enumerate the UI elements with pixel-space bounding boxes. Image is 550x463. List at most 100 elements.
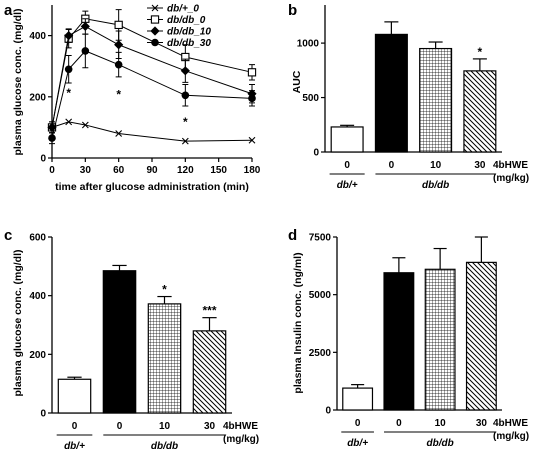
panel-a-series-1 — [47, 9, 257, 134]
panel-c-y-axis-label: plasma glucose conc. (mg/dl) — [12, 249, 24, 396]
panel-a-significance-star: * — [183, 115, 188, 129]
panel-d-x-tick-label: 30 — [476, 418, 488, 429]
panel-b-x-tick-label: 30 — [474, 160, 486, 171]
panel-a-x-tick-label: 90 — [146, 165, 158, 176]
panel-b-significance-star: * — [478, 45, 483, 59]
panel-a-y-tick-label: 0 — [40, 154, 46, 165]
panel-d-bar — [465, 261, 497, 411]
panel-d-bar — [424, 268, 456, 411]
panel-a-y-tick-label: 400 — [29, 31, 46, 42]
panel-c-bar — [102, 270, 137, 414]
panel-c-y-tick-label: 0 — [40, 409, 46, 420]
panel-c-x-tick-label: 0 — [117, 421, 123, 432]
panel-a-data-point — [115, 130, 123, 137]
panel-d-group-label-control: db/+ — [347, 438, 368, 449]
panel-a-data-point — [114, 40, 124, 50]
panel-d-bar-chart: d 0 2500 5000 7500 0 0 10 30 4bHWE (mg/kg) db/+ db/… — [288, 227, 529, 449]
panel-b-x-tick-label: 10 — [430, 160, 442, 171]
panel-c-group-label-treated: db/db — [151, 441, 178, 452]
panel-a-data-point — [81, 121, 89, 129]
panel-c-significance-star: * — [162, 283, 167, 297]
panel-b-group-label-control: db/+ — [337, 180, 358, 191]
panel-c-bar — [147, 303, 182, 414]
panel-a-series-2 — [47, 18, 257, 134]
panel-a-legend-marker — [150, 26, 160, 36]
panel-c-dose-unit: (mg/kg) — [223, 434, 259, 445]
panel-d-y-tick-label: 7500 — [309, 233, 332, 244]
panel-b-dose-label: 4bHWE — [493, 160, 528, 171]
panel-c-x-tick-label: 0 — [72, 421, 78, 432]
panel-a-data-point — [114, 20, 123, 30]
panel-b-bar — [419, 47, 453, 153]
panel-c-significance-star: *** — [202, 304, 216, 318]
panel-d-group-label-treated: db/db — [427, 438, 454, 449]
panel-b-letter: b — [288, 2, 297, 19]
panel-a-data-point — [64, 65, 73, 74]
panel-a-data-point — [248, 94, 256, 103]
panel-a-data-point — [80, 21, 90, 32]
panel-a-legend-label: db/+_0 — [167, 4, 199, 15]
panel-a-data-point — [114, 60, 123, 69]
panel-a-series-line — [51, 121, 253, 142]
panel-c-axes: 0 200 400 600 0 0 10 30 4bHWE (mg/kg) db/+ db/db — [29, 233, 259, 453]
panel-b-dose-unit: (mg/kg) — [493, 173, 529, 184]
panel-a-x-tick-label: 30 — [80, 165, 92, 176]
panel-a-legend-marker — [151, 38, 159, 47]
panel-b-bar — [330, 126, 364, 153]
panel-b-bar — [463, 70, 497, 153]
panel-a-legend-label: db/db_0 — [167, 15, 206, 26]
panel-a-legend-label: db/db_30 — [167, 38, 211, 49]
panel-d-y-tick-label: 2500 — [309, 348, 332, 359]
panel-a-legend-marker — [151, 4, 159, 12]
panel-a-series-line — [51, 18, 253, 128]
panel-b-y-tick-label: 0 — [313, 148, 319, 159]
panel-a-series-line — [51, 50, 253, 139]
panel-d-y-tick-label: 5000 — [309, 290, 332, 301]
panel-a-data-point — [181, 137, 189, 145]
panel-a-data-point — [180, 66, 190, 76]
panel-a-data-point — [81, 47, 90, 55]
panel-a-significance-star: * — [116, 88, 121, 102]
panel-b-group-label-treated: db/db — [422, 180, 449, 191]
panel-a-letter: a — [4, 2, 13, 19]
panel-c-marks: **** — [57, 264, 227, 414]
panel-d-x-tick-label: 0 — [355, 418, 361, 429]
panel-d-y-axis-label: plasma Insulin conc. (ng/ml) — [292, 252, 304, 393]
panel-d-letter: d — [288, 227, 297, 244]
panel-d-dose-unit: (mg/kg) — [493, 431, 529, 442]
panel-c-dose-label: 4bHWE — [223, 421, 258, 432]
panel-a-data-point — [247, 68, 257, 77]
panel-d-x-tick-label: 10 — [435, 418, 447, 429]
panel-c-bar — [192, 330, 227, 414]
panel-b-bar — [374, 33, 408, 153]
panel-d-bar — [383, 272, 415, 411]
panel-a-data-point — [48, 134, 56, 142]
panel-d-x-tick-label: 0 — [396, 418, 402, 429]
panel-a-x-tick-label: 0 — [49, 165, 55, 176]
panel-a-x-tick-label: 180 — [244, 165, 261, 176]
panel-a-significance-star: * — [66, 86, 71, 100]
panel-a-data-point — [65, 118, 73, 126]
panel-d-bar — [342, 387, 374, 411]
panel-b-x-tick-label: 0 — [389, 160, 395, 171]
panel-b-y-tick-label: 500 — [302, 93, 319, 104]
panel-c-y-tick-label: 400 — [29, 291, 46, 302]
panel-a-y-axis-label: plasma glucose conc. (mg/dl) — [12, 8, 24, 155]
panel-a-x-tick-label: 150 — [210, 165, 227, 176]
panel-c-group-label-control: db/+ — [64, 441, 85, 452]
panel-a-x-tick-label: 60 — [113, 165, 125, 176]
panel-a-data-point — [64, 31, 74, 41]
panel-a-data-point — [181, 91, 190, 100]
panel-a-series-3 — [48, 33, 256, 145]
panel-b-y-axis-label: AUC — [291, 70, 303, 93]
panel-c-x-tick-label: 10 — [159, 421, 171, 432]
panel-d-marks — [342, 236, 497, 411]
panel-c-letter: c — [4, 227, 12, 244]
panel-a-data-point — [248, 136, 256, 144]
panel-b-marks: * — [330, 21, 497, 153]
